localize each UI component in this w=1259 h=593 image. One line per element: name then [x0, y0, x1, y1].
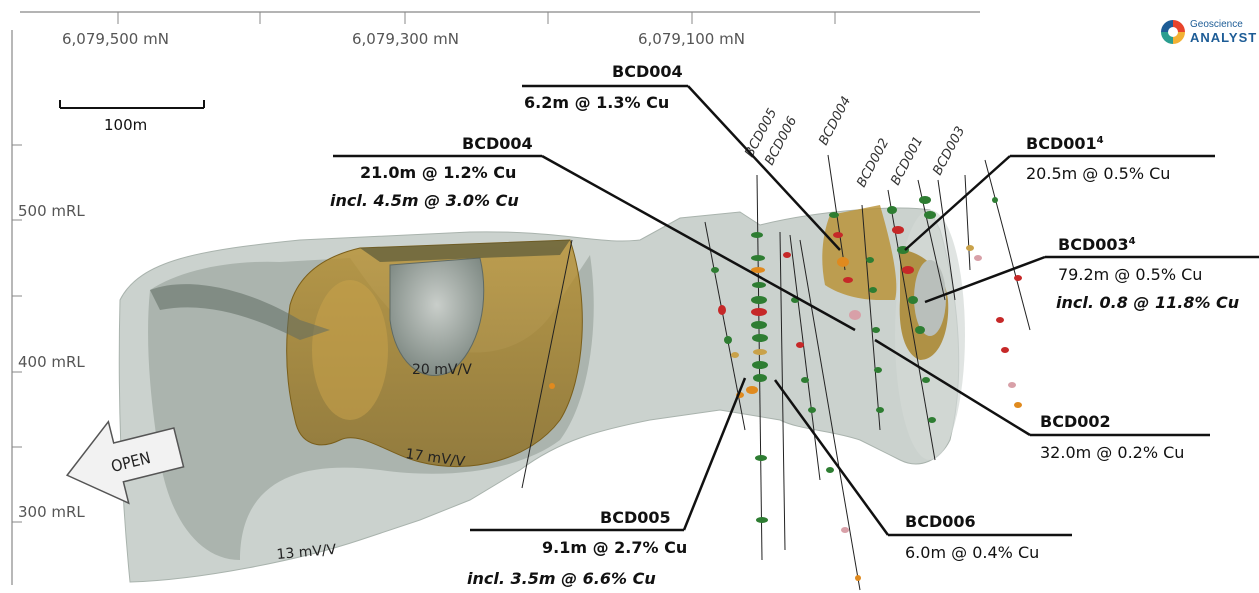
callout-bcd004-top-line1: 6.2m @ 1.3% Cu	[524, 93, 669, 112]
northing-label-2: 6,079,300 mN	[352, 30, 459, 48]
northing-axis: 6,079,500 mN 6,079,300 mN 6,079,100 mN	[20, 11, 980, 48]
rl-axis: 500 mRL 400 mRL 300 mRL	[11, 30, 85, 585]
contour-label-13: 13 mV/V	[276, 542, 337, 563]
assay-intervals	[549, 196, 1022, 581]
callout-bcd004-left-line2: incl. 4.5m @ 3.0% Cu	[330, 191, 519, 210]
geoscience-analyst-logo: Geoscience ANALYST	[1157, 18, 1259, 48]
gold-lobe	[312, 280, 388, 420]
callout-bcd004-top-hole: BCD004	[612, 62, 683, 81]
hole-label-bcd002: BCD002	[854, 136, 892, 190]
hole-label-bcd001: BCD001	[888, 134, 926, 188]
rl-label-400: 400 mRL	[18, 353, 85, 371]
callout-bcd005-line1: 9.1m @ 2.7% Cu	[542, 538, 687, 557]
logo-ring-icon	[1161, 20, 1185, 44]
rl-label-500: 500 mRL	[18, 202, 85, 220]
rl-label-300: 300 mRL	[18, 503, 85, 521]
hole-labels: BCD005 BCD006 BCD004 BCD002 BCD001 BCD00…	[742, 94, 968, 190]
hole-label-bcd003: BCD003	[930, 124, 968, 178]
callout-bcd006: BCD006 6.0m @ 0.4% Cu	[773, 379, 1072, 562]
callout-bcd005: BCD005 9.1m @ 2.7% Cu incl. 3.5m @ 6.6% …	[467, 377, 747, 588]
callout-bcd006-line1: 6.0m @ 0.4% Cu	[905, 543, 1039, 562]
shell-top-band	[150, 284, 330, 340]
callout-bcd003-line2: incl. 0.8 @ 11.8% Cu	[1056, 293, 1239, 312]
callout-bcd002: BCD002 32.0m @ 0.2% Cu	[874, 338, 1210, 462]
shell-top-band-2	[360, 240, 570, 262]
core-east	[914, 260, 946, 336]
callout-bcd004-left: BCD004 21.0m @ 1.2% Cu incl. 4.5m @ 3.0%…	[330, 134, 856, 332]
callout-bcd004-left-line1: 21.0m @ 1.2% Cu	[360, 163, 516, 182]
scale-bar: 100m	[59, 100, 205, 134]
callout-bcd001-hole: BCD0014	[1026, 134, 1104, 153]
callout-bcd004-top: BCD004 6.2m @ 1.3% Cu	[522, 62, 841, 251]
callout-bcd001: BCD0014 20.5m @ 0.5% Cu	[904, 134, 1215, 251]
hole-label-bcd004: BCD004	[816, 94, 854, 148]
northing-label-3: 6,079,100 mN	[638, 30, 745, 48]
logo-line2: ANALYST	[1190, 30, 1258, 45]
callout-bcd002-line1: 32.0m @ 0.2% Cu	[1040, 443, 1184, 462]
callout-bcd006-hole: BCD006	[905, 512, 976, 531]
shell-20-mvv	[389, 257, 485, 376]
contour-label-20: 20 mV/V	[412, 362, 472, 378]
callout-bcd003: BCD0034 79.2m @ 0.5% Cu incl. 0.8 @ 11.8…	[924, 235, 1259, 312]
callout-bcd005-line2: incl. 3.5m @ 6.6% Cu	[467, 569, 656, 588]
callout-bcd003-line1: 79.2m @ 0.5% Cu	[1058, 265, 1202, 284]
callout-bcd002-hole: BCD002	[1040, 412, 1111, 431]
northing-label-1: 6,079,500 mN	[62, 30, 169, 48]
callout-bcd004-left-hole: BCD004	[462, 134, 533, 153]
callout-bcd001-line1: 20.5m @ 0.5% Cu	[1026, 164, 1170, 183]
callout-bcd003-hole: BCD0034	[1058, 235, 1136, 254]
gold-body-east	[822, 205, 897, 300]
callout-bcd005-hole: BCD005	[600, 508, 671, 527]
open-arrow: OPEN	[65, 419, 185, 505]
scale-bar-label: 100m	[104, 116, 147, 134]
logo-line1: Geoscience	[1190, 19, 1243, 30]
